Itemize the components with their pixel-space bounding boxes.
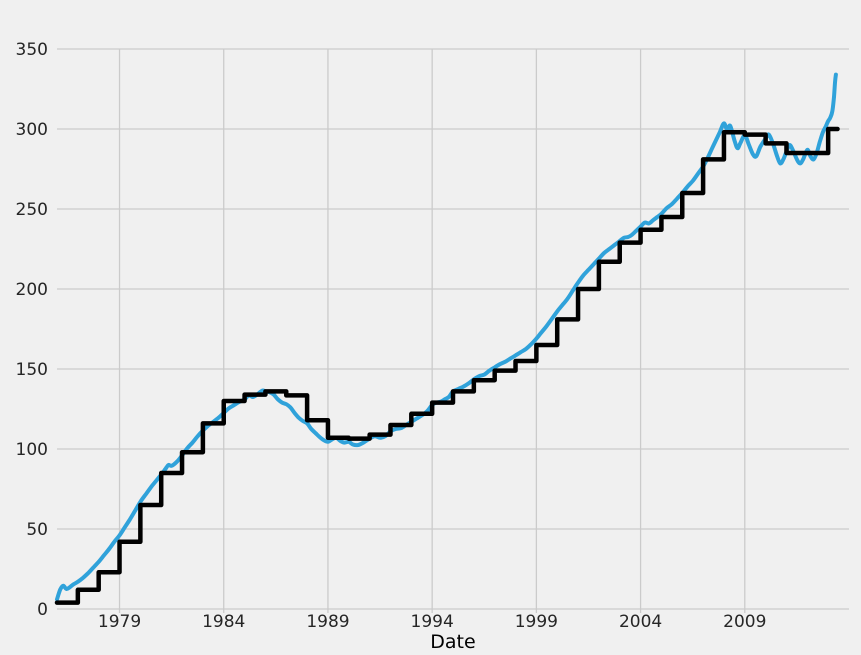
- y-tick-label: 250: [16, 200, 48, 220]
- y-tick-label: 300: [16, 120, 48, 140]
- x-tick-label: 2004: [619, 612, 662, 632]
- y-tick-label: 350: [16, 40, 48, 60]
- x-tick-label: 1979: [98, 612, 141, 632]
- y-tick-label: 200: [16, 280, 48, 300]
- x-tick-label: 1989: [306, 612, 349, 632]
- y-tick-label: 50: [26, 520, 48, 540]
- x-tick-label: 1999: [515, 612, 558, 632]
- x-axis-label: Date: [430, 631, 476, 653]
- y-tick-label: 150: [16, 360, 48, 380]
- x-tick-label: 1984: [202, 612, 245, 632]
- annual-step-series: [54, 126, 840, 605]
- x-tick-label: 2009: [723, 612, 766, 632]
- y-tick-label: 100: [16, 440, 48, 460]
- x-tick-label: 1994: [411, 612, 454, 632]
- y-tick-label: 0: [37, 600, 48, 620]
